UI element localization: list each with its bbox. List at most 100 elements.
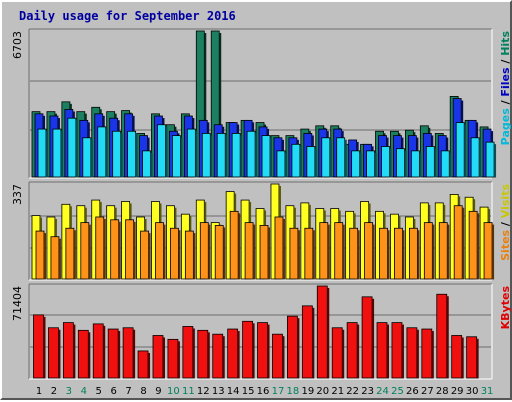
bar-pages-day-9-shadow	[165, 126, 168, 178]
bar-pages-day-26	[410, 150, 420, 178]
x-tick-label-day-17: 17	[272, 386, 285, 397]
bar-sites-day-20-shadow	[327, 224, 330, 280]
x-tick-label-day-1: 1	[36, 386, 42, 397]
bar-kbytes-day-11-shadow	[192, 328, 195, 379]
bar-sites-day-3	[65, 227, 75, 280]
x-tick-label-day-12: 12	[197, 386, 210, 397]
x-tick-label-day-29: 29	[451, 386, 464, 397]
bar-hits-day-13-shadow	[219, 33, 222, 178]
bar-pages-day-18-shadow	[299, 146, 302, 178]
bar-sites-day-29-shadow	[462, 207, 465, 280]
legend-item-kbytes-0: KBytes	[499, 286, 512, 330]
bar-kbytes-day-14	[227, 328, 239, 379]
bar-sites-day-17-shadow	[282, 218, 285, 280]
bar-pages-day-19	[306, 146, 316, 178]
bar-kbytes-day-11	[182, 326, 194, 379]
legend-visits-sites: Sites / Visits	[499, 184, 512, 261]
bar-pages-day-25-shadow	[404, 150, 407, 178]
bar-kbytes-day-17	[272, 333, 283, 379]
bar-sites-day-14-shadow	[238, 213, 241, 280]
bar-kbytes-day-16-shadow	[267, 324, 270, 379]
bar-sites-day-7	[125, 219, 135, 280]
bar-pages-day-4-shadow	[90, 139, 93, 178]
bar-kbytes-day-4	[77, 329, 89, 379]
x-tick-label-day-28: 28	[436, 386, 449, 397]
bar-sites-day-25	[394, 227, 403, 280]
bar-sites-day-24	[379, 227, 388, 280]
bar-kbytes-day-9-shadow	[162, 337, 165, 379]
bar-sites-day-23-shadow	[372, 224, 375, 280]
bar-pages-day-13	[216, 133, 226, 178]
bar-pages-day-11	[186, 128, 196, 178]
bar-sites-day-25-shadow	[402, 230, 405, 280]
bar-sites-day-31	[483, 222, 493, 280]
legend-item-visits-sites-0: Sites	[499, 229, 512, 260]
bar-sites-day-16-shadow	[268, 227, 271, 280]
bar-kbytes-day-1	[33, 314, 44, 379]
bar-sites-day-12	[199, 222, 209, 280]
bar-sites-day-7-shadow	[133, 221, 136, 280]
bar-kbytes-day-4-shadow	[88, 332, 91, 379]
bar-kbytes-day-26	[406, 327, 418, 379]
bar-kbytes-day-30	[466, 336, 478, 379]
bar-sites-day-20	[319, 222, 329, 280]
x-tick-label-day-8: 8	[140, 386, 146, 397]
bar-kbytes-day-27-shadow	[431, 331, 434, 379]
bar-pages-day-13-shadow	[225, 135, 228, 178]
bar-kbytes-day-8	[137, 350, 149, 379]
bar-sites-day-3-shadow	[73, 230, 76, 280]
bar-kbytes-day-25	[391, 322, 403, 379]
bar-sites-day-31-shadow	[492, 224, 495, 280]
bar-sites-day-16	[259, 225, 269, 280]
bar-pages-day-26-shadow	[419, 152, 422, 178]
bar-kbytes-day-19	[301, 305, 313, 379]
bar-kbytes-day-30-shadow	[476, 338, 479, 379]
bar-pages-day-30	[470, 137, 480, 178]
bar-kbytes-day-23-shadow	[372, 298, 375, 379]
x-tick-label-day-11: 11	[182, 386, 195, 397]
bar-pages-day-21-shadow	[344, 139, 347, 178]
x-tick-label-day-3: 3	[66, 386, 72, 397]
x-tick-label-day-22: 22	[346, 386, 359, 397]
bar-sites-day-2-shadow	[58, 238, 61, 280]
x-tick-label-day-30: 30	[466, 386, 479, 397]
bar-pages-day-24	[381, 146, 390, 178]
bar-sites-day-15	[244, 222, 254, 280]
bar-kbytes-day-8-shadow	[148, 352, 151, 379]
x-tick-label-day-19: 19	[301, 386, 314, 397]
legend-item-hits-files-pages-1: /	[499, 97, 512, 109]
bar-pages-day-5-shadow	[105, 128, 108, 178]
bar-sites-day-6	[110, 219, 120, 280]
bar-pages-day-28	[440, 150, 450, 178]
x-tick-label-day-9: 9	[155, 386, 161, 397]
bar-sites-day-10	[170, 227, 179, 280]
bar-sites-day-28-shadow	[447, 224, 450, 280]
bar-kbytes-day-18	[287, 315, 298, 379]
legend-item-hits-files-pages-0: Pages	[499, 108, 512, 146]
bar-kbytes-day-13-shadow	[222, 336, 225, 379]
x-tick-label-day-2: 2	[51, 386, 57, 397]
x-tick-label-day-27: 27	[421, 386, 434, 397]
bar-pages-day-17	[276, 150, 286, 178]
legend-item-hits-files-pages-2: Files	[499, 67, 512, 97]
bar-sites-day-27	[423, 222, 433, 280]
x-tick-label-day-13: 13	[212, 386, 225, 397]
bar-pages-day-15-shadow	[255, 133, 258, 178]
bar-sites-day-11	[184, 230, 194, 280]
ymax-label-kbytes: 71404	[11, 286, 24, 321]
x-tick-label-day-5: 5	[96, 386, 102, 397]
bar-kbytes-day-23	[361, 296, 373, 379]
bar-pages-day-1	[37, 128, 47, 178]
bar-sites-day-1	[35, 230, 45, 280]
bar-pages-day-23-shadow	[374, 152, 377, 178]
bar-kbytes-day-20	[316, 285, 328, 379]
bar-pages-day-8	[142, 150, 151, 178]
legend-hits-files-pages: Pages / Files / Hits	[499, 31, 512, 146]
bar-kbytes-day-7-shadow	[133, 329, 136, 379]
x-tick-label-day-26: 26	[406, 386, 419, 397]
bar-pages-day-15	[246, 130, 256, 178]
bar-pages-day-2	[52, 128, 62, 178]
bar-sites-day-18	[289, 227, 299, 280]
bar-sites-day-2	[50, 236, 60, 280]
ymax-label-visits-sites: 337	[11, 184, 24, 205]
